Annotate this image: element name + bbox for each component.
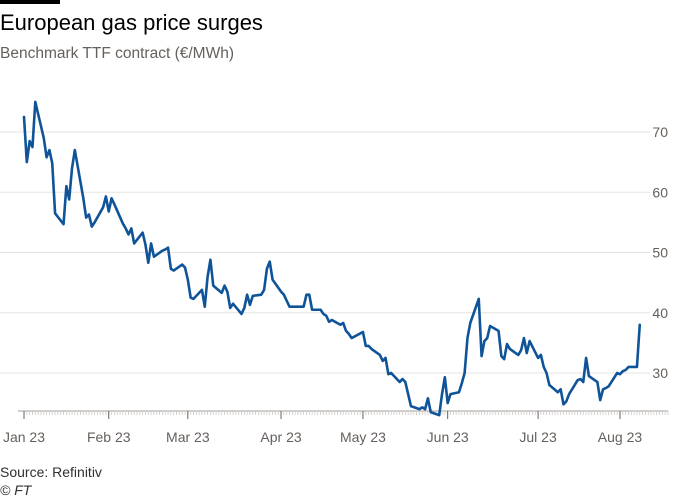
x-axis: Jan 23 Feb 23 Mar 23 Apr 23 May 23 Jun 23 Jul … bbox=[3, 410, 669, 445]
series-line-ttf bbox=[22, 100, 642, 417]
x-tick-label: Feb 23 bbox=[87, 429, 131, 445]
chart-subtitle: Benchmark TTF contract (€/MWh) bbox=[0, 45, 234, 62]
x-tick-label: May 23 bbox=[340, 429, 386, 445]
series-layer bbox=[22, 100, 642, 417]
x-tick-label: Jan 23 bbox=[3, 429, 45, 445]
top-rule bbox=[0, 0, 60, 4]
y-axis-tick-labels: 30 40 50 60 70 bbox=[652, 124, 668, 381]
y-tick-label: 30 bbox=[652, 365, 668, 381]
y-tick-label: 70 bbox=[652, 124, 668, 140]
source-note: Source: Refinitiv bbox=[0, 464, 102, 480]
y-tick-label: 60 bbox=[652, 184, 668, 200]
chart-title: European gas price surges bbox=[0, 10, 263, 35]
x-tick-label: Aug 23 bbox=[598, 429, 643, 445]
x-tick-label: Apr 23 bbox=[260, 429, 301, 445]
x-axis-minor-ticks bbox=[23, 411, 669, 415]
x-tick-label: Jun 23 bbox=[427, 429, 469, 445]
credit-note: © FT bbox=[0, 482, 32, 498]
y-tick-label: 40 bbox=[652, 305, 668, 321]
y-tick-label: 50 bbox=[652, 245, 668, 261]
x-tick-label: Mar 23 bbox=[166, 429, 210, 445]
x-tick-label: Jul 23 bbox=[519, 429, 557, 445]
gridlines bbox=[0, 131, 650, 374]
